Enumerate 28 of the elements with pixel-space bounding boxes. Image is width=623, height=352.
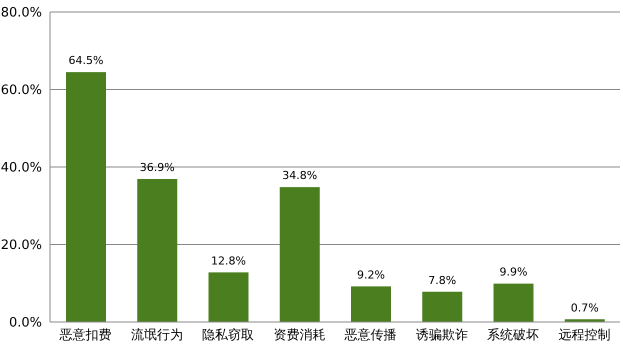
data-label: 36.9% xyxy=(140,161,175,174)
y-tick-label: 80.0% xyxy=(0,6,42,21)
bar xyxy=(351,286,391,322)
x-tick-label: 恶意扣费 xyxy=(58,328,112,344)
data-label: 9.9% xyxy=(500,266,528,279)
x-tick-label: 系统破坏 xyxy=(487,328,540,344)
data-label: 12.8% xyxy=(211,254,246,268)
bar xyxy=(494,284,534,322)
data-label: 9.2% xyxy=(357,268,385,282)
bar xyxy=(422,292,462,322)
x-tick-label: 恶意传播 xyxy=(344,328,397,344)
data-label: 64.5% xyxy=(68,54,104,68)
bar xyxy=(208,272,248,322)
y-tick-label: 60.0% xyxy=(0,83,42,98)
x-tick-label: 诱骗欺诈 xyxy=(416,328,468,344)
x-tick-label: 资费消耗 xyxy=(273,328,326,344)
bar xyxy=(137,179,178,322)
y-tick-label: 20.0% xyxy=(0,238,42,254)
bar xyxy=(66,72,106,322)
data-label: 7.8% xyxy=(428,274,456,287)
data-label: 0.7% xyxy=(570,301,599,314)
bar xyxy=(280,187,320,322)
y-tick-label: 40.0% xyxy=(0,160,42,176)
x-tick-label: 远程控制 xyxy=(558,328,610,344)
x-tick-label: 隐私窃取 xyxy=(202,328,254,344)
x-tick-label: 流氓行为 xyxy=(130,327,183,344)
y-tick-label: 0.0% xyxy=(8,316,42,331)
data-label: 34.8% xyxy=(282,169,318,182)
